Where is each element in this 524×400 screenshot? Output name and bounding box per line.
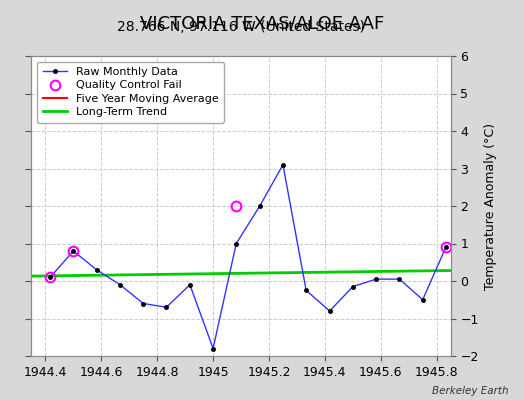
- Raw Monthly Data: [47, 275, 53, 280]
- Raw Monthly Data: [70, 248, 77, 254]
- Text: Berkeley Earth: Berkeley Earth: [432, 386, 508, 396]
- Raw Monthly Data: [210, 346, 216, 351]
- Title: 28.766 N, 97.116 W (United States): 28.766 N, 97.116 W (United States): [117, 20, 365, 34]
- Raw Monthly Data: [233, 241, 239, 246]
- Legend: Raw Monthly Data, Quality Control Fail, Five Year Moving Average, Long-Term Tren: Raw Monthly Data, Quality Control Fail, …: [37, 62, 224, 123]
- Y-axis label: Temperature Anomaly (°C): Temperature Anomaly (°C): [484, 122, 497, 290]
- Raw Monthly Data: [373, 277, 379, 282]
- Raw Monthly Data: [117, 282, 123, 287]
- Raw Monthly Data: [140, 301, 146, 306]
- Raw Monthly Data: [396, 277, 402, 282]
- Raw Monthly Data: [187, 282, 193, 287]
- Quality Control Fail: [233, 204, 239, 208]
- Line: Quality Control Fail: Quality Control Fail: [45, 201, 451, 282]
- Raw Monthly Data: [326, 309, 333, 314]
- Quality Control Fail: [47, 275, 53, 280]
- Raw Monthly Data: [93, 267, 100, 272]
- Text: VICTORIA TEXAS/ALOE AAF: VICTORIA TEXAS/ALOE AAF: [140, 14, 384, 32]
- Quality Control Fail: [443, 245, 449, 250]
- Quality Control Fail: [70, 248, 77, 254]
- Raw Monthly Data: [257, 204, 263, 208]
- Raw Monthly Data: [163, 305, 170, 310]
- Raw Monthly Data: [443, 245, 449, 250]
- Raw Monthly Data: [303, 288, 309, 293]
- Raw Monthly Data: [280, 162, 286, 167]
- Line: Raw Monthly Data: Raw Monthly Data: [48, 163, 448, 350]
- Raw Monthly Data: [420, 297, 426, 302]
- Raw Monthly Data: [350, 284, 356, 289]
